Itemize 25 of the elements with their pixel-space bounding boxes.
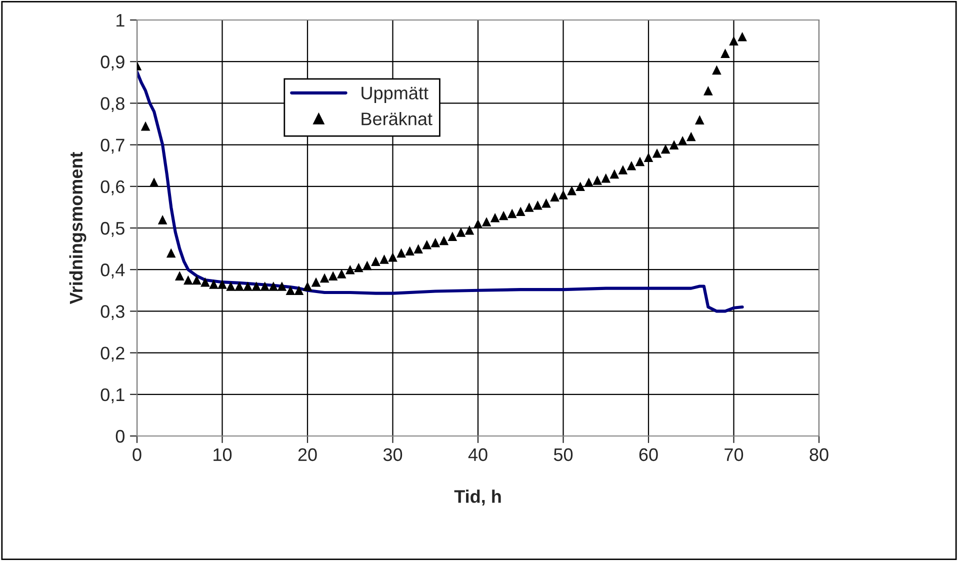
y-tick-label: 0,2 bbox=[100, 346, 124, 362]
y-tick-label: 0,4 bbox=[100, 264, 125, 278]
x-tick-label: 80 bbox=[810, 448, 828, 462]
y-tick-label: 0,7 bbox=[100, 138, 124, 154]
y-tick-label: 0 bbox=[116, 430, 124, 443]
x-axis-title: Tid, h bbox=[454, 490, 501, 506]
y-tick-label: 1 bbox=[116, 14, 124, 27]
y-tick-label: 0,6 bbox=[100, 180, 124, 196]
y-axis-title: Vridningsmoment bbox=[69, 152, 86, 304]
y-tick-label: 0,3 bbox=[100, 305, 124, 320]
y-tick-label: 0,8 bbox=[100, 97, 124, 112]
y-tick-label: 0,1 bbox=[100, 388, 124, 404]
y-tick-label: 0,5 bbox=[100, 222, 124, 237]
x-tick-label: 70 bbox=[724, 448, 744, 462]
legend-label: Uppmätt bbox=[362, 86, 428, 103]
legend-label: Beräknat bbox=[362, 112, 432, 126]
line-series bbox=[137, 70, 744, 313]
x-tick-label: 20 bbox=[298, 448, 317, 462]
y-tick-label: 0,9 bbox=[100, 56, 124, 70]
x-tick-label: 50 bbox=[554, 448, 573, 462]
x-tick-label: 0 bbox=[132, 448, 142, 462]
x-tick-label: 30 bbox=[383, 448, 402, 462]
x-tick-label: 40 bbox=[468, 448, 488, 462]
x-tick-label: 60 bbox=[639, 448, 658, 462]
x-tick-label: 10 bbox=[214, 448, 232, 462]
